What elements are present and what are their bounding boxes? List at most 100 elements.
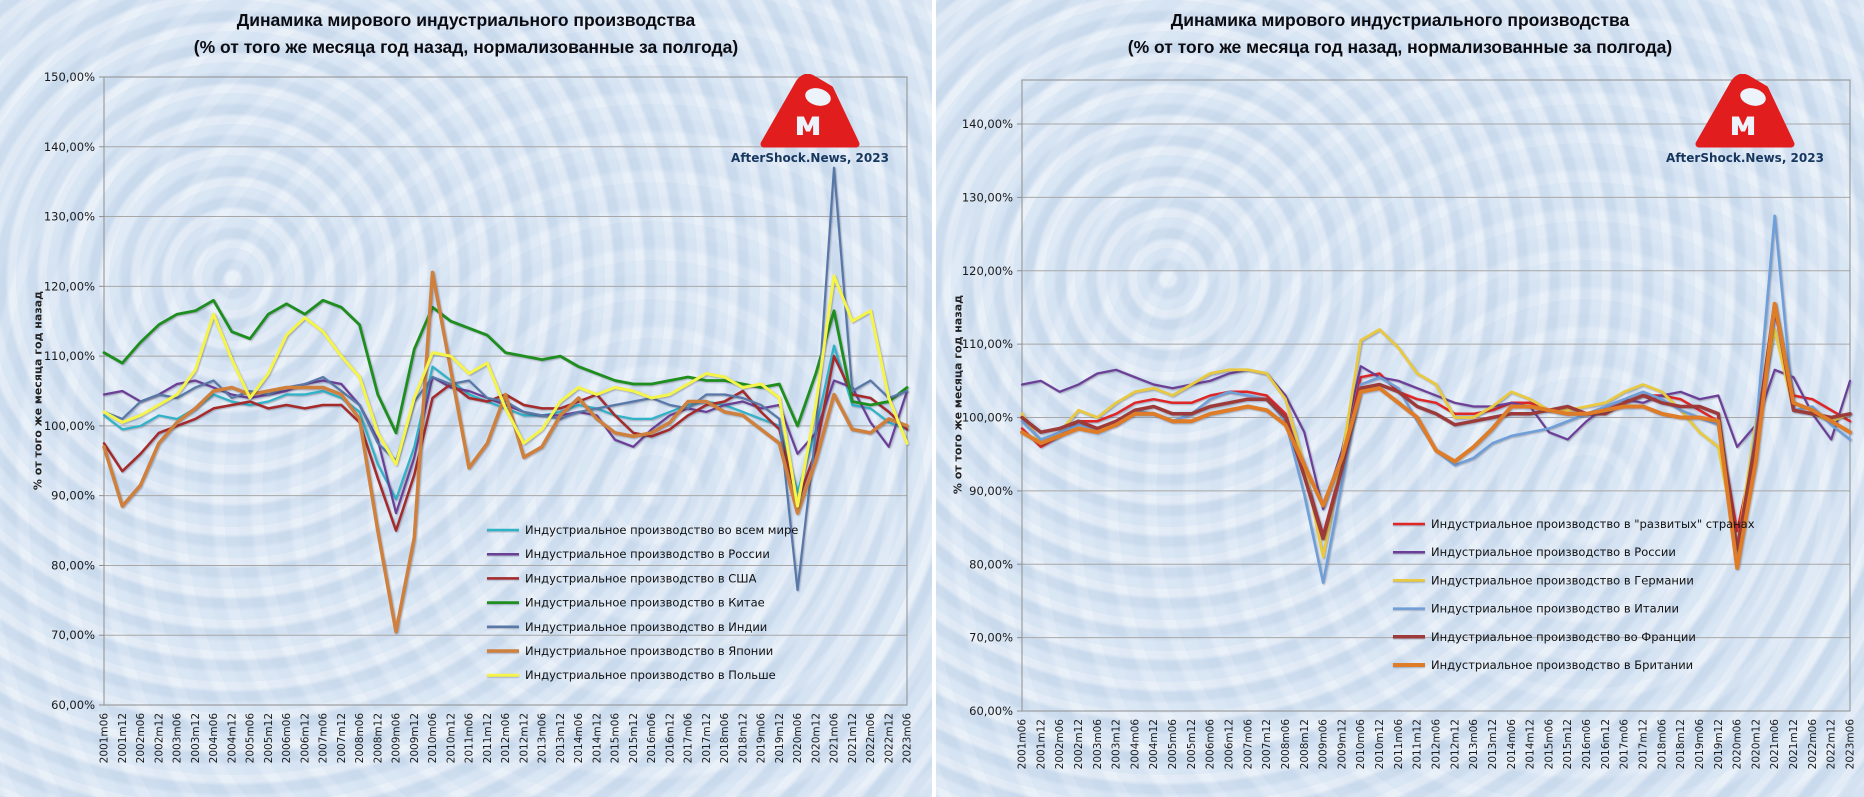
chart-title-left: Динамика мирового индустриального произв… (0, 7, 932, 61)
series-line (1020, 365, 1852, 511)
series-line (1020, 309, 1852, 537)
x-tick-label: 2019m12 (1713, 719, 1725, 769)
x-tick-label: 2021m12 (847, 713, 859, 763)
chart-title-right: Динамика мирового индустриального произв… (936, 7, 1864, 61)
series-line (1020, 302, 1852, 552)
x-tick-label: 2015m12 (628, 713, 640, 763)
x-tick-label: 2012m12 (518, 713, 530, 763)
x-tick-label: 2010m06 (427, 713, 439, 764)
x-tick-label: 2012m12 (1449, 719, 1461, 769)
y-tick-label: 130,00% (44, 210, 95, 224)
x-tick-label: 2008m06 (1280, 719, 1292, 770)
watermark-caption-right: AfterShock.News, 2023 (1666, 151, 1824, 165)
y-tick-label: 80,00% (51, 558, 95, 572)
y-tick-label: 100,00% (962, 411, 1013, 425)
x-tick-label: 2002m06 (135, 713, 147, 764)
plot-left: 150,00% 140,00% 130,00% 120,00% 110,00% 100,0… (44, 70, 914, 764)
y-tick-label: 90,00% (51, 489, 95, 503)
legend-label: Индустриальное производство в "развитых"… (1431, 517, 1755, 531)
x-tick-label: 2001m12 (1035, 719, 1047, 769)
x-tick-label: 2013m06 (537, 713, 549, 764)
y-tick-label: 110,00% (962, 337, 1013, 351)
y-tick-label: 120,00% (44, 279, 95, 293)
legend-label: Индустриальное производство в Индии (525, 620, 767, 634)
x-tick-label: 2002m12 (153, 713, 165, 763)
legend-label: Индустриальное производство в России (525, 547, 770, 561)
x-tick-label: 2019m06 (756, 713, 768, 764)
y-tick-label: 70,00% (969, 631, 1013, 645)
x-tick-label: 2022m06 (865, 713, 877, 764)
y-tick-label: 140,00% (44, 140, 95, 154)
logo-mountain-outline (760, 73, 860, 148)
x-tick-label: 2014m12 (1525, 719, 1537, 769)
x-tick-label: 2013m06 (1468, 719, 1480, 770)
x-tick-label: 2004m06 (208, 713, 220, 764)
x-tick-label: 2017m12 (701, 713, 713, 763)
legend-label: Индустриальное производство в США (525, 571, 757, 585)
x-tick-label: 2004m06 (1129, 719, 1141, 770)
x-tick-label: 2011m06 (1393, 719, 1405, 770)
x-tick-label: 2023m06 (1845, 719, 1857, 770)
x-tick-label: 2021m06 (829, 713, 841, 764)
x-tick-label: 2016m06 (1581, 719, 1593, 770)
x-tick-label: 2022m12 (883, 713, 895, 763)
x-tick-label: 2008m12 (372, 713, 384, 763)
x-tick-label: 2019m06 (1694, 719, 1706, 770)
y-tick-label: 100,00% (44, 419, 95, 433)
x-tick-label: 2019m12 (774, 713, 786, 763)
x-tick-label: 2006m06 (1205, 719, 1217, 770)
aftershock-logo: м (1687, 73, 1803, 152)
x-tick-label: 2004m12 (1148, 719, 1160, 769)
x-tick-label: 2007m06 (318, 713, 330, 764)
legend-label: Индустриальное производство во всем мире (525, 523, 798, 537)
chart-panel-left: 150,00% 140,00% 130,00% 120,00% 110,00% 100,0… (0, 0, 932, 797)
x-tick-label: 2005m06 (245, 713, 257, 764)
x-tick-label: 2001m06 (1017, 719, 1029, 770)
x-tick-label: 2022m06 (1807, 719, 1819, 770)
x-tick-label: 2006m06 (281, 713, 293, 764)
x-tick-label: 2005m12 (263, 713, 275, 763)
x-tick-label: 2005m06 (1167, 719, 1179, 770)
x-tick-label: 2003m12 (1111, 719, 1123, 769)
y-axis-title-left: % от того же месяца год назад (31, 290, 45, 491)
x-tick-label: 2012m06 (500, 713, 512, 764)
x-tick-label: 2008m06 (354, 713, 366, 764)
x-tick-label: 2001m06 (99, 713, 111, 764)
aftershock-logo-icon: м (1695, 73, 1795, 148)
aftershock-logo: м (752, 73, 868, 152)
x-tick-label: 2003m12 (190, 713, 202, 763)
legend-label: Индустриальное производство в Британии (1431, 658, 1693, 672)
x-tick-label: 2009m12 (409, 713, 421, 763)
x-tick-label: 2014m06 (573, 713, 585, 764)
legend-label: Индустриальное производство в Китае (525, 596, 765, 610)
x-tick-label: 2018m12 (737, 713, 749, 763)
x-tick-label: 2021m12 (1788, 719, 1800, 769)
x-tick-label: 2018m06 (719, 713, 731, 764)
x-tick-label: 2017m06 (1619, 719, 1631, 770)
x-tick-label: 2015m06 (1543, 719, 1555, 770)
x-tick-label: 2017m06 (683, 713, 695, 764)
logo-mountain-shape (1699, 77, 1791, 144)
legend-label: Индустриальное производство в России (1431, 545, 1676, 559)
x-tick-label: 2020m12 (810, 713, 822, 763)
x-tick-label: 2011m12 (482, 713, 494, 763)
chart-title-line2: (% от того же месяца год назад, нормализ… (193, 37, 739, 58)
x-tick-label: 2010m12 (1374, 719, 1386, 769)
y-tick-label: 80,00% (969, 557, 1013, 571)
x-tick-label: 2006m12 (299, 713, 311, 763)
chart-title-line1: Динамика мирового индустриального произв… (236, 10, 696, 30)
x-tick-label: 2010m06 (1355, 719, 1367, 770)
x-tick-label: 2005m12 (1186, 719, 1198, 769)
series-line (102, 270, 909, 634)
x-tick-label: 2022m12 (1826, 719, 1838, 769)
x-tick-label: 2006m12 (1224, 719, 1236, 769)
y-tick-label: 110,00% (44, 349, 95, 363)
series-line (1020, 301, 1852, 570)
logo-m-glyph: м (794, 104, 822, 144)
logo-mountain-outline (1695, 73, 1795, 148)
plot-border (1021, 79, 1851, 712)
x-tick-label: 2015m12 (1562, 719, 1574, 769)
y-axis-title-right: % от того же месяца год назад (951, 294, 965, 495)
x-tick-label: 2009m06 (391, 713, 403, 764)
x-tick-label: 2009m06 (1318, 719, 1330, 770)
